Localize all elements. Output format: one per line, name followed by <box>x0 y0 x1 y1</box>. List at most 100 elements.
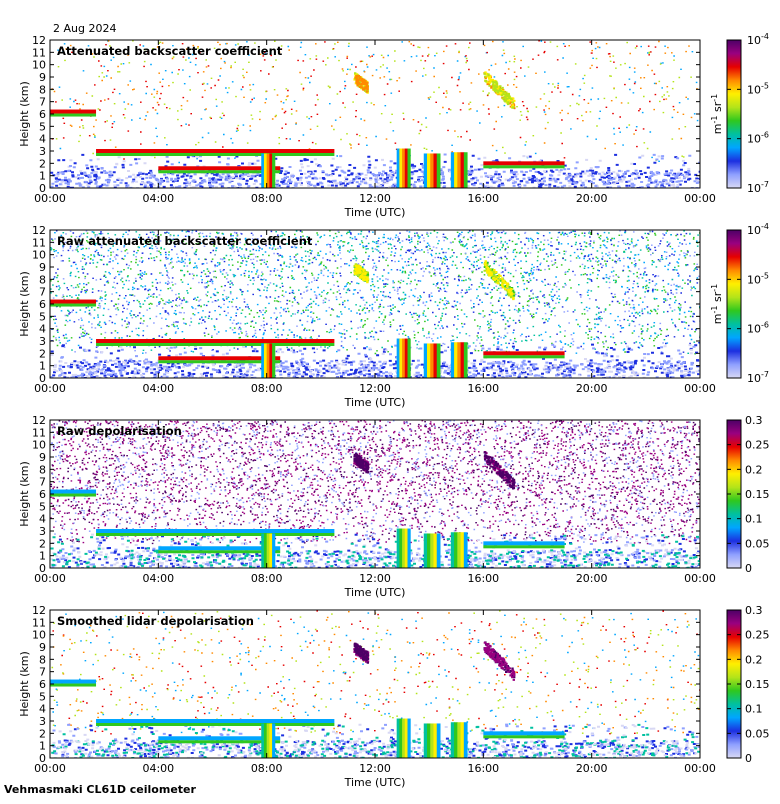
y-tick-label: 0 <box>39 752 46 765</box>
y-tick-label: 1 <box>39 360 46 373</box>
colorbar-tick-label: 10-7 <box>747 180 769 195</box>
y-tick-label: 12 <box>32 604 46 617</box>
y-tick-label: 3 <box>39 525 46 538</box>
x-axis-label: Time (UTC) <box>344 586 406 599</box>
colorbar-tick-label: 0.3 <box>745 604 763 617</box>
y-tick-label: 0 <box>39 182 46 195</box>
y-tick-label: 4 <box>39 513 46 526</box>
x-tick-label: 12:00 <box>359 192 391 205</box>
colorbar-tick-label: 0.2 <box>745 463 763 476</box>
y-tick-label: 6 <box>39 678 46 691</box>
y-tick-label: 7 <box>39 476 46 489</box>
y-tick-label: 1 <box>39 740 46 753</box>
x-tick-label: 16:00 <box>467 572 499 585</box>
colorbar-tick-label: 0.05 <box>745 537 770 550</box>
colorbar-scale <box>726 229 742 379</box>
y-tick-label: 6 <box>39 488 46 501</box>
colorbar-scale <box>726 39 742 189</box>
y-tick-label: 11 <box>32 236 46 249</box>
colorbar-tick-label: 10-4 <box>747 32 769 47</box>
x-tick-label: 00:00 <box>34 192 66 205</box>
y-tick-label: 5 <box>39 690 46 703</box>
y-tick-label: 3 <box>39 335 46 348</box>
y-tick-label: 1 <box>39 170 46 183</box>
y-tick-label: 10 <box>32 59 46 72</box>
y-tick-label: 12 <box>32 414 46 427</box>
y-tick-label: 9 <box>39 641 46 654</box>
y-tick-label: 11 <box>32 616 46 629</box>
panel-title: Raw attenuated backscatter coefficient <box>57 234 313 248</box>
x-tick-label: 00:00 <box>34 572 66 585</box>
colorbar-tick-label: 0 <box>745 562 752 575</box>
y-tick-label: 3 <box>39 715 46 728</box>
x-tick-label: 16:00 <box>467 762 499 775</box>
y-tick-label: 8 <box>39 83 46 96</box>
colorbar-tick-label: 10-7 <box>747 370 769 385</box>
y-tick-label: 0 <box>39 562 46 575</box>
figure-date: 2 Aug 2024 <box>53 22 116 35</box>
y-tick-label: 5 <box>39 120 46 133</box>
y-tick-label: 1 <box>39 550 46 563</box>
colorbar-tick-label: 10-4 <box>747 222 769 237</box>
y-tick-label: 8 <box>39 463 46 476</box>
x-tick-label: 08:00 <box>251 762 283 775</box>
x-tick-label: 20:00 <box>576 762 608 775</box>
panel-title: Smoothed lidar depolarisation <box>57 614 254 628</box>
y-axis-label: Height (km) <box>18 81 31 147</box>
y-tick-label: 7 <box>39 286 46 299</box>
plot-area-2 <box>50 230 700 378</box>
colorbar-2: 10-7 10-6 10-5 10-4 m-1 sr-1 <box>710 222 769 385</box>
x-tick-label: 00:00 <box>684 382 716 395</box>
y-tick-label: 7 <box>39 666 46 679</box>
colorbar-tick-label: 0.05 <box>745 727 770 740</box>
y-tick-label: 3 <box>39 145 46 158</box>
colorbar-tick-label: 10-6 <box>747 321 769 336</box>
y-tick-label: 2 <box>39 537 46 550</box>
y-tick-label: 10 <box>32 439 46 452</box>
y-axis-label: Height (km) <box>18 271 31 337</box>
y-tick-label: 6 <box>39 298 46 311</box>
x-tick-label: 00:00 <box>684 572 716 585</box>
colorbar-tick-label: 0 <box>745 752 752 765</box>
y-tick-label: 9 <box>39 71 46 84</box>
panel-title: Attenuated backscatter coefficient <box>57 44 283 58</box>
y-tick-label: 8 <box>39 653 46 666</box>
colorbar-tick-label: 0.1 <box>745 513 763 526</box>
y-tick-label: 6 <box>39 108 46 121</box>
x-tick-label: 00:00 <box>34 382 66 395</box>
colorbar-tick-label: 0.25 <box>745 439 770 452</box>
y-tick-label: 8 <box>39 273 46 286</box>
instrument-label: Vehmasmaki CL61D ceilometer <box>4 783 197 796</box>
colorbar-tick-label: 0.25 <box>745 629 770 642</box>
y-tick-label: 10 <box>32 249 46 262</box>
x-axis-label: Time (UTC) <box>344 206 406 219</box>
y-tick-label: 5 <box>39 500 46 513</box>
colorbar-tick-label: 0.2 <box>745 653 763 666</box>
x-tick-label: 12:00 <box>359 762 391 775</box>
colorbar-unit: m-1 sr-1 <box>710 94 724 134</box>
x-tick-label: 04:00 <box>142 572 174 585</box>
plot-area-4 <box>50 610 700 758</box>
y-tick-label: 9 <box>39 451 46 464</box>
colorbar-4: 0 0.05 0.1 0.15 0.2 0.25 0.3 <box>726 604 770 765</box>
x-tick-label: 00:00 <box>684 192 716 205</box>
y-tick-label: 4 <box>39 323 46 336</box>
colorbar-tick-label: 10-5 <box>747 81 769 96</box>
x-tick-label: 08:00 <box>251 192 283 205</box>
y-tick-label: 2 <box>39 347 46 360</box>
x-tick-label: 04:00 <box>142 382 174 395</box>
x-tick-label: 20:00 <box>576 382 608 395</box>
colorbar-tick-label: 0.15 <box>745 678 770 691</box>
x-tick-label: 16:00 <box>467 382 499 395</box>
colorbar-tick-label: 0.3 <box>745 414 763 427</box>
plot-area-3 <box>50 420 700 568</box>
colorbar-tick-label: 0.1 <box>745 703 763 716</box>
x-axis-label: Time (UTC) <box>344 776 406 789</box>
colorbar-tick-label: 10-6 <box>747 131 769 146</box>
y-tick-label: 5 <box>39 310 46 323</box>
